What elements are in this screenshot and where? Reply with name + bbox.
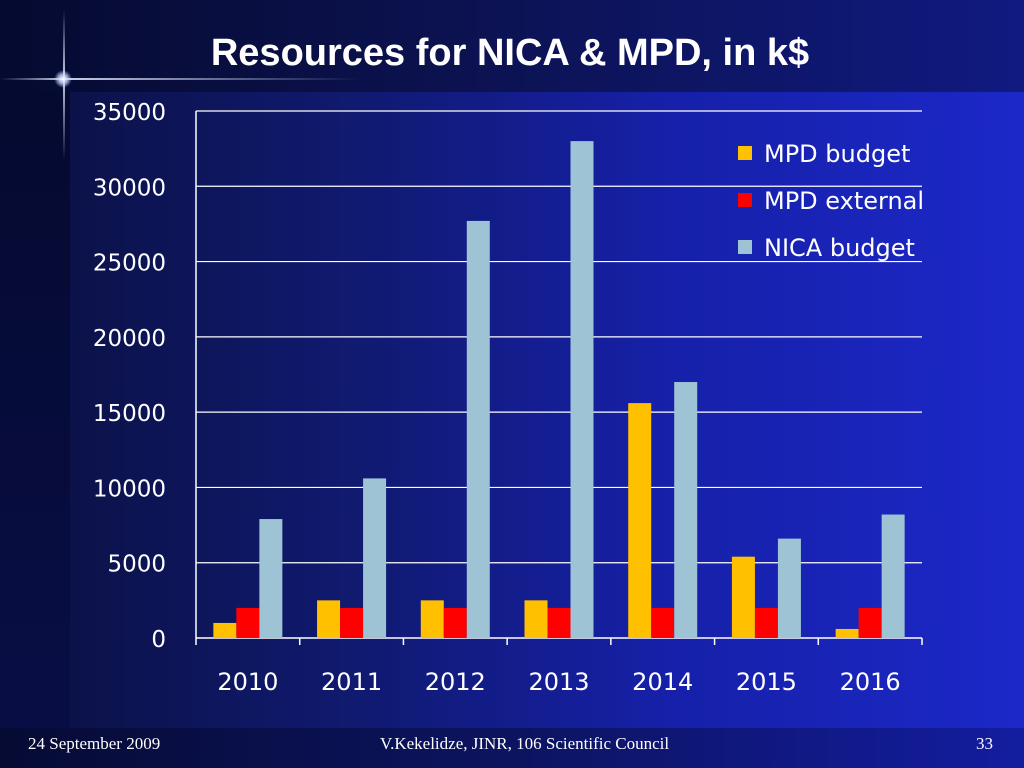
slide-bottom-band xyxy=(0,728,1024,768)
y-tick-label: 30000 xyxy=(93,175,166,201)
y-tick-label: 10000 xyxy=(93,476,166,502)
bar-mpd-external-2011 xyxy=(340,607,364,638)
light-flare-star-icon xyxy=(54,70,72,88)
bar-nica-budget-2010 xyxy=(259,519,283,638)
legend-label: NICA budget xyxy=(764,234,915,262)
bar-mpd-external-2014 xyxy=(651,607,675,638)
x-tick-label: 2014 xyxy=(632,668,693,696)
legend-swatch xyxy=(738,240,752,254)
x-tick-label: 2016 xyxy=(840,668,901,696)
bar-mpd-external-2013 xyxy=(547,607,571,638)
y-tick-label: 25000 xyxy=(93,251,166,277)
legend-swatch xyxy=(738,146,752,160)
y-tick-label: 35000 xyxy=(93,100,166,126)
legend-label: MPD external xyxy=(764,187,924,215)
x-tick-label: 2011 xyxy=(321,668,382,696)
bar-mpd-budget-2014 xyxy=(628,403,652,638)
y-tick-label: 20000 xyxy=(93,326,166,352)
legend-swatch xyxy=(738,193,752,207)
bar-nica-budget-2012 xyxy=(466,220,490,638)
footer-date: 24 September 2009 xyxy=(28,734,161,753)
slide-top-band xyxy=(0,0,1024,92)
bar-mpd-budget-2016 xyxy=(835,628,859,638)
footer-author: V.Kekelidze, JINR, 106 Scientific Counci… xyxy=(380,734,670,753)
bar-mpd-budget-2011 xyxy=(317,600,341,638)
legend-label: MPD budget xyxy=(764,140,910,168)
slide-title: Resources for NICA & MPD, in k$ xyxy=(210,32,810,74)
bar-mpd-external-2016 xyxy=(858,607,882,638)
bar-mpd-budget-2010 xyxy=(213,622,237,638)
y-tick-label: 15000 xyxy=(93,401,166,427)
bar-mpd-external-2010 xyxy=(236,607,260,638)
x-tick-label: 2015 xyxy=(736,668,797,696)
y-tick-label: 5000 xyxy=(107,552,166,578)
light-flare-horizontal xyxy=(0,78,360,80)
bar-mpd-budget-2012 xyxy=(420,600,444,638)
bar-nica-budget-2011 xyxy=(363,478,387,638)
x-tick-label: 2012 xyxy=(425,668,486,696)
bar-nica-budget-2013 xyxy=(570,141,594,638)
bar-mpd-budget-2013 xyxy=(524,600,548,638)
bar-nica-budget-2016 xyxy=(881,514,905,638)
bar-mpd-budget-2015 xyxy=(731,556,755,638)
x-tick-label: 2010 xyxy=(217,668,278,696)
x-tick-label: 2013 xyxy=(528,668,589,696)
footer-page-number: 33 xyxy=(976,734,993,753)
bar-mpd-external-2015 xyxy=(754,607,778,638)
bar-nica-budget-2014 xyxy=(674,382,698,638)
bar-mpd-external-2012 xyxy=(443,607,467,638)
slide-left-band xyxy=(0,92,70,732)
bar-nica-budget-2015 xyxy=(777,538,801,638)
y-tick-label: 0 xyxy=(151,627,166,653)
